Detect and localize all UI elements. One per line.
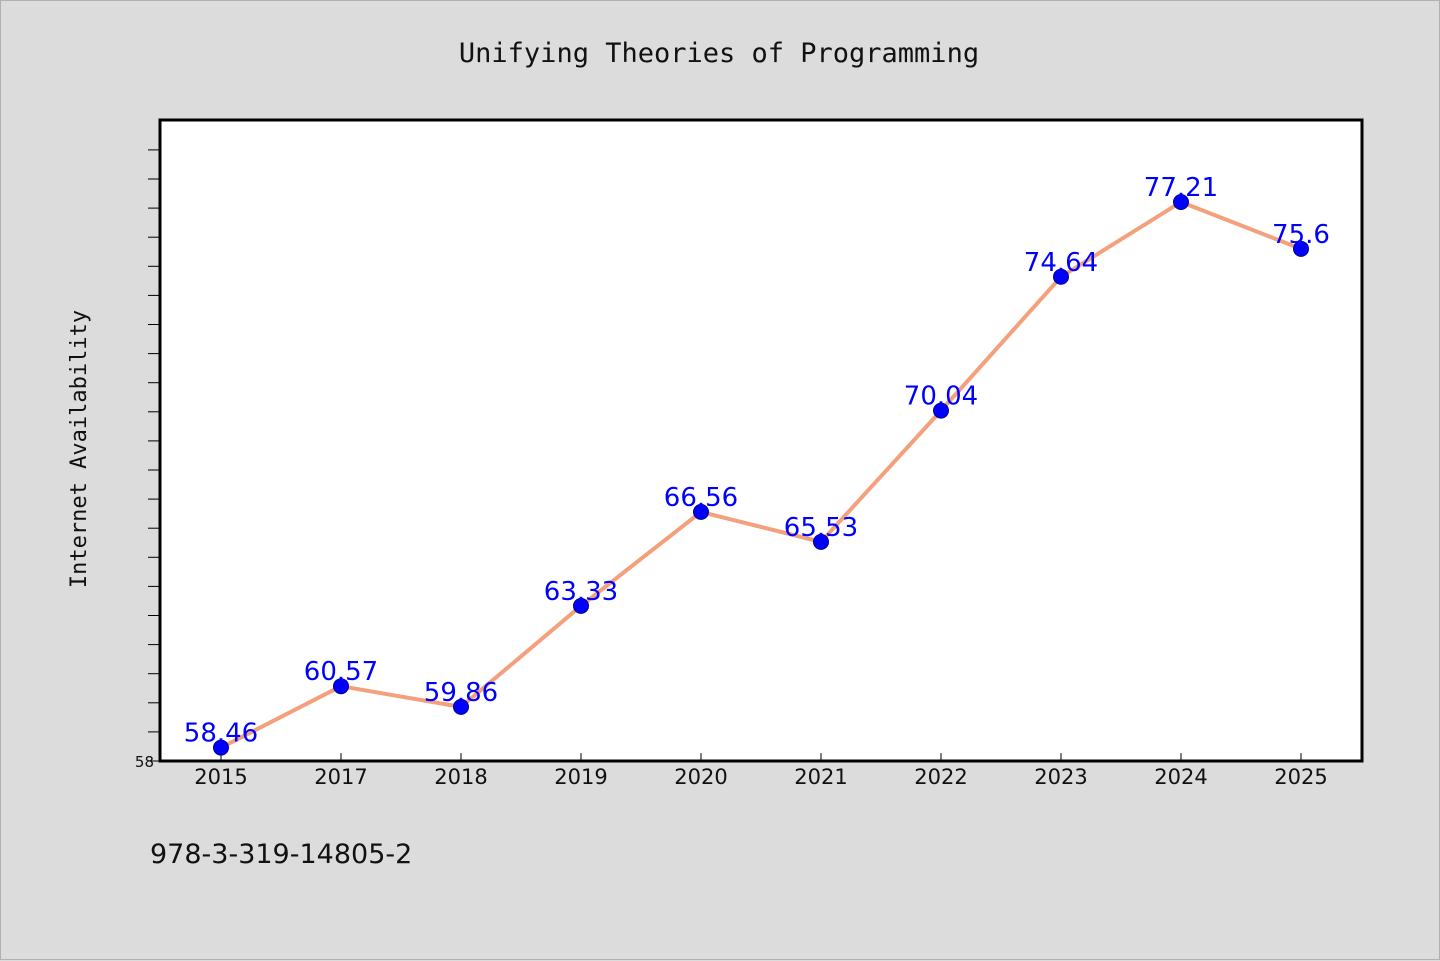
x-axis-ticks: 2015 2017 2018 2019 2020 2021 2022 2023 2024 2025 — [194, 753, 1328, 789]
data-label: 65.53 — [784, 513, 858, 543]
y-axis-ticks: 58 — [135, 149, 160, 771]
plot-area — [158, 118, 1364, 763]
data-label: 58.46 — [184, 719, 258, 749]
data-point-marker — [933, 402, 949, 419]
data-label: 60.57 — [304, 657, 378, 687]
x-tick-label: 2023 — [1034, 765, 1087, 789]
x-tick-label: 2020 — [674, 765, 727, 789]
series-layer: 58.46 60.57 59.86 63.33 66.56 65.53 70.04 74.64… — [184, 173, 1330, 756]
data-point-marker — [1173, 193, 1189, 210]
data-label: 75.6 — [1272, 220, 1330, 250]
data-point-marker — [1293, 240, 1309, 257]
data-label: 66.56 — [664, 483, 738, 513]
data-point-marker — [333, 678, 349, 695]
data-point-marker — [453, 698, 469, 715]
data-point-marker — [213, 739, 229, 756]
x-tick-label: 2021 — [794, 765, 847, 789]
data-label: 59.86 — [424, 678, 498, 708]
x-tick-label: 2015 — [194, 765, 247, 789]
x-tick-label: 2022 — [914, 765, 967, 789]
data-label: 74.64 — [1024, 248, 1098, 278]
x-tick-label: 2018 — [434, 765, 487, 789]
data-point-marker — [813, 533, 829, 550]
data-label: 70.04 — [904, 382, 978, 412]
series-line — [219, 199, 1303, 750]
x-tick-label: 2024 — [1154, 765, 1207, 789]
data-point-marker — [693, 503, 709, 520]
data-label: 77.21 — [1144, 173, 1218, 203]
data-point-marker — [1053, 268, 1069, 285]
data-label: 63.33 — [544, 577, 618, 607]
y-tick-label: 58 — [135, 753, 154, 771]
footnote-isbn: 978-3-319-14805-2 — [150, 839, 412, 870]
x-tick-label: 2017 — [314, 765, 367, 789]
x-tick-label: 2019 — [554, 765, 607, 789]
chart-title: Unifying Theories of Programming — [459, 38, 979, 69]
y-axis-label: Internet Availability — [67, 310, 92, 588]
data-point-marker — [573, 597, 589, 614]
x-tick-label: 2025 — [1274, 765, 1327, 789]
